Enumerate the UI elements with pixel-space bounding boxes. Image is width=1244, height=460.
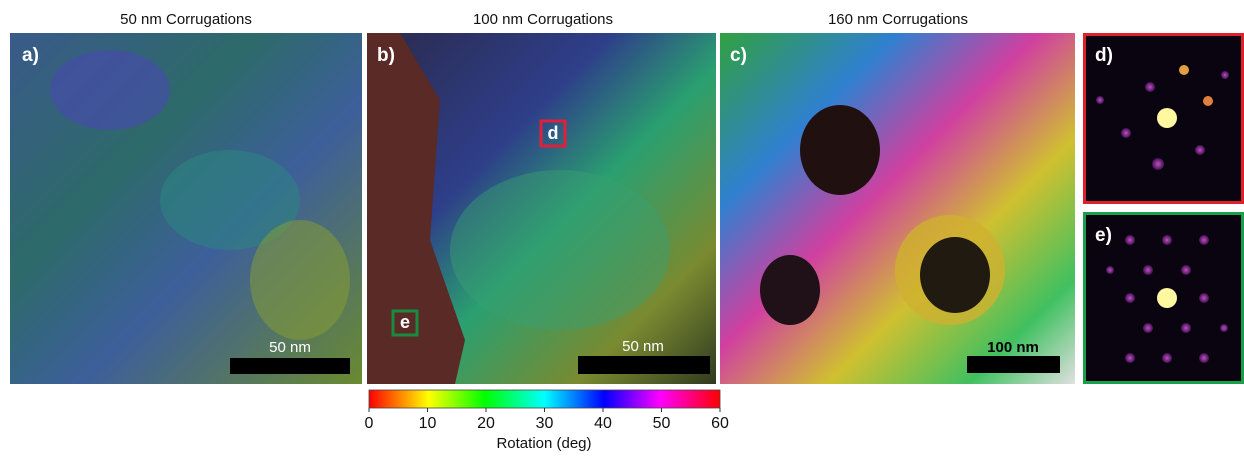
colorbar-tick-label: 10 bbox=[419, 415, 437, 432]
panel-label: e) bbox=[1095, 225, 1112, 246]
scale-bar bbox=[967, 356, 1060, 373]
panel-title: 160 nm Corrugations bbox=[828, 11, 968, 28]
scale-bar-label: 50 nm bbox=[269, 339, 311, 356]
colorbar-tick-label: 50 bbox=[653, 415, 671, 432]
colorbar-tick-label: 40 bbox=[594, 415, 612, 432]
scale-bar bbox=[230, 358, 350, 374]
panel-label: d) bbox=[1095, 45, 1113, 66]
scale-bar-label: 50 nm bbox=[622, 338, 664, 355]
colorbar-tick-label: 0 bbox=[365, 415, 374, 432]
panel-title: 100 nm Corrugations bbox=[473, 11, 613, 28]
panel-label: c) bbox=[730, 45, 747, 66]
marker-label: e bbox=[400, 312, 410, 332]
panel-label: b) bbox=[377, 45, 395, 66]
colorbar-tick-label: 60 bbox=[711, 415, 729, 432]
colorbar-label: Rotation (deg) bbox=[496, 435, 591, 452]
panel-title: 50 nm Corrugations bbox=[120, 11, 252, 28]
scale-bar bbox=[578, 356, 710, 374]
figure: 50 nm Corrugations 100 nm Corrugations 1… bbox=[0, 0, 1244, 455]
colorbar-tick-label: 20 bbox=[477, 415, 495, 432]
colorbar-tick-label: 30 bbox=[536, 415, 554, 432]
image-c bbox=[720, 33, 1075, 384]
colorbar bbox=[369, 390, 720, 408]
marker-label: d bbox=[548, 123, 559, 143]
panel-label: a) bbox=[22, 45, 39, 66]
scale-bar-label: 100 nm bbox=[987, 339, 1039, 356]
